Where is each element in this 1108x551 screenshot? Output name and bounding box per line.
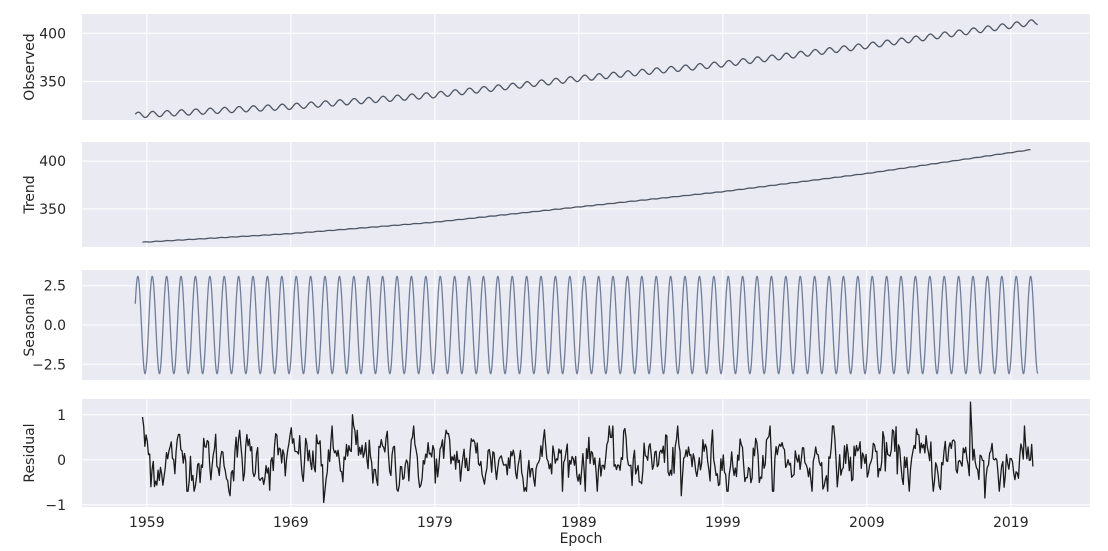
y-axis-label: Residual [22,423,38,482]
panel-background [82,14,1090,120]
y-tick-label: −1 [45,498,66,514]
x-tick-label: 1979 [417,515,453,531]
x-tick-label: 1969 [273,515,309,531]
series-line-observed [134,19,1038,119]
x-tick-label: 2009 [849,515,885,531]
y-tick-label: 2.5 [44,279,66,295]
series-line-trend [142,148,1031,243]
x-tick-label: 2019 [993,515,1029,531]
series-line-seasonal [134,275,1039,375]
y-axis-label: Trend [22,175,38,214]
y-tick-label: 400 [39,26,66,42]
x-tick-label: 1959 [129,515,165,531]
y-tick-label: 0 [57,453,66,469]
x-tick-label: 1989 [561,515,597,531]
y-tick-label: 350 [39,74,66,90]
x-tick-label: 1999 [705,515,741,531]
panel-residual: 1 0 −1 Residual [22,399,1090,514]
y-tick-label: 0.0 [44,318,66,334]
series-line-residual [141,401,1034,504]
y-tick-label: −2.5 [32,357,66,373]
y-axis-label: Observed [22,33,38,100]
y-tick-label: 350 [39,202,66,218]
y-tick-label: 400 [39,154,66,170]
panel-background [82,142,1090,247]
x-axis-label: Epoch [560,531,603,547]
y-tick-label: 1 [57,408,66,424]
y-axis-label: Seasonal [22,293,38,356]
